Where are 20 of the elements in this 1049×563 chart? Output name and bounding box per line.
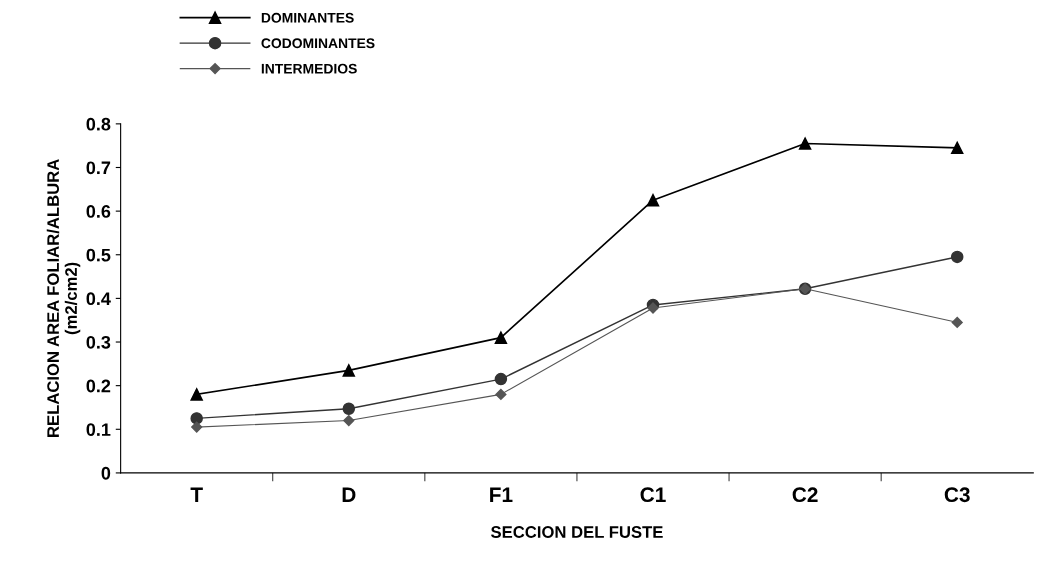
x-tick-label: C3 [944, 487, 970, 503]
x-tick-label: F1 [490, 487, 513, 502]
y-tick-label: 0.5 [86, 248, 111, 262]
y-tick-label: 0 [101, 466, 111, 480]
y-tick-label: 0.3 [86, 335, 111, 349]
y-tick-label: 0.4 [86, 292, 111, 306]
y-axis-title: RELACION AREA FOLIAR/ALBURA (m2/cm2) [46, 159, 81, 437]
x-axis-title: SECCION DEL FUSTE [490, 526, 663, 538]
x-tick-label: C1 [640, 487, 666, 503]
x-tick-label: C2 [792, 487, 818, 503]
x-tick-label: D [342, 487, 356, 502]
y-tick-label: 0.1 [86, 423, 111, 437]
legend-label: INTERMEDIOS [261, 63, 357, 74]
legend-label: DOMINANTES [261, 12, 354, 23]
y-tick-label: 0.2 [86, 379, 111, 393]
y-tick-label: 0.7 [86, 161, 111, 175]
legend-label: CODOMINANTES [261, 38, 375, 49]
y-tick-label: 0.8 [86, 117, 111, 131]
y-tick-label: 0.6 [86, 205, 111, 218]
x-tick-label: T [190, 487, 203, 502]
